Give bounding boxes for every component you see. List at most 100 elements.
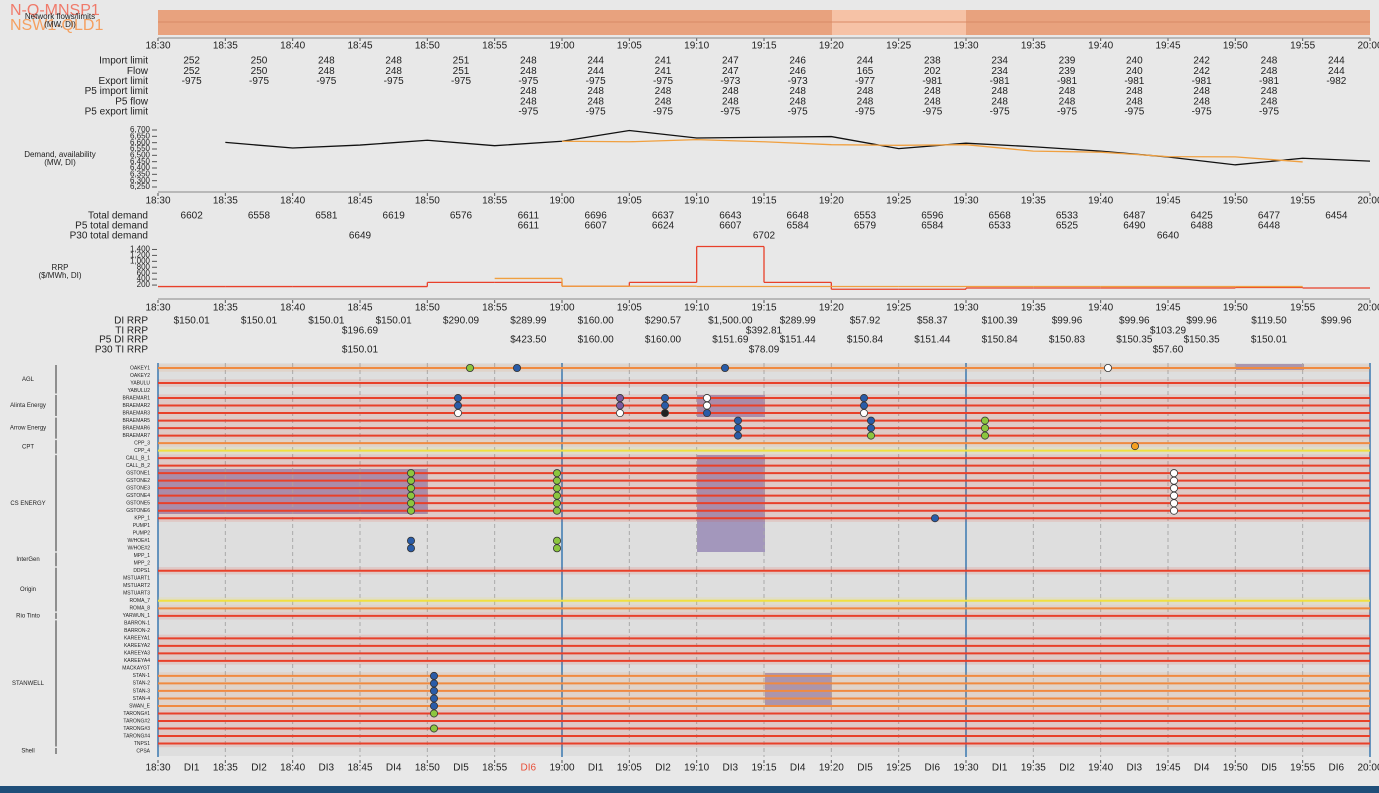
table-value: -975 (1259, 107, 1279, 118)
unit-label: CPP_3 (134, 440, 150, 446)
bid-block (765, 673, 832, 706)
rebid-marker (406, 506, 415, 515)
y-tick-label: 1,000 (130, 256, 151, 265)
table-value: -975 (922, 107, 942, 118)
table-value: 202 (924, 66, 941, 77)
group-label: Origin (20, 587, 36, 593)
time-tick-label: 19:25 (886, 196, 911, 207)
table-value: $150.01 (241, 316, 278, 327)
rebid-marker (465, 363, 474, 372)
table-value: 6581 (315, 211, 338, 222)
table-value: $150.35 (1116, 335, 1153, 346)
table-value: 248 (385, 56, 402, 67)
rebid-marker (703, 394, 712, 403)
time-tick-label: 18:55 (482, 41, 507, 52)
time-tick-label: 19:35 (1021, 196, 1046, 207)
unit-label: KAREEYA1 (124, 636, 150, 642)
interval-label: DI4 (790, 763, 806, 774)
table-value: 165 (857, 66, 874, 77)
row-label: Total demand (88, 211, 148, 222)
time-tick-label: 19:10 (684, 41, 709, 52)
rebid-marker (429, 694, 438, 703)
table-value: 242 (1193, 56, 1210, 67)
unit-label: CALL_B_2 (126, 463, 150, 469)
table-value: $160.00 (645, 335, 682, 346)
table-value: -975 (1192, 107, 1212, 118)
table-value: -973 (720, 76, 740, 87)
unit-label: CPP_4 (134, 448, 150, 454)
time-tick-label: 18:35 (213, 303, 238, 314)
time-tick-label: 18:30 (145, 41, 170, 52)
time-tick-label: 19:05 (617, 763, 642, 774)
row-label: P5 flow (115, 96, 149, 107)
row-label: Export limit (99, 76, 149, 87)
row-label: P5 import limit (85, 86, 149, 97)
unit-label: BRAEMAR7 (122, 433, 150, 439)
table-value: $151.44 (780, 335, 817, 346)
table-value: 6579 (854, 221, 877, 232)
table-value: 248 (318, 66, 335, 77)
group-label: AGL (22, 377, 35, 383)
row-label: Import limit (99, 56, 148, 67)
time-tick-label: 19:20 (819, 763, 844, 774)
table-value: 248 (1126, 86, 1143, 97)
table-value: 251 (453, 66, 470, 77)
rebid-marker (1170, 476, 1179, 485)
time-tick-label: 19:55 (1290, 303, 1315, 314)
table-value: 242 (1193, 66, 1210, 77)
table-value: 248 (1261, 56, 1278, 67)
table-value: 6619 (383, 211, 406, 222)
table-value: $160.00 (578, 335, 615, 346)
table-value: 248 (789, 96, 806, 107)
table-value: 248 (991, 96, 1008, 107)
table-value: 6488 (1191, 221, 1214, 232)
time-tick-label: 19:15 (751, 303, 776, 314)
time-tick-label: 19:15 (751, 196, 776, 207)
table-value: 248 (655, 96, 672, 107)
interval-label: DI5 (453, 763, 469, 774)
unit-label: KAREEYA2 (124, 643, 150, 649)
table-value: -975 (855, 107, 875, 118)
rebid-marker (867, 424, 876, 433)
rebid-marker (860, 401, 869, 410)
table-value: 240 (1126, 66, 1143, 77)
table-value: -975 (518, 107, 538, 118)
time-tick-label: 19:30 (953, 196, 978, 207)
rebid-marker (867, 416, 876, 425)
rebid-marker (734, 424, 743, 433)
table-value: 234 (991, 56, 1008, 67)
table-value: 6533 (989, 221, 1012, 232)
rebid-marker (860, 394, 869, 403)
table-value: 248 (385, 66, 402, 77)
time-tick-label: 18:35 (213, 763, 238, 774)
table-value: -975 (316, 76, 336, 87)
title: N-Q-MNSP1 (10, 2, 100, 19)
row-label: P5 export limit (85, 107, 149, 118)
table-value: -975 (653, 76, 673, 87)
table-value: -981 (1124, 76, 1144, 87)
time-tick-label: 19:45 (1155, 196, 1180, 207)
table-value: 6607 (585, 221, 608, 232)
table-value: -975 (1124, 107, 1144, 118)
interval-label: DI4 (386, 763, 402, 774)
time-tick-label: 19:00 (549, 41, 574, 52)
table-value: 248 (722, 86, 739, 97)
table-value: $392.81 (746, 326, 783, 337)
unit-label: STAN-3 (133, 688, 151, 694)
rebid-marker (734, 431, 743, 440)
time-tick-label: 18:35 (213, 196, 238, 207)
interval-label: DI1 (588, 763, 604, 774)
table-value: 6649 (349, 231, 372, 242)
table-value: -975 (518, 76, 538, 87)
y-tick-label: 6,600 (130, 138, 151, 147)
table-value: 252 (183, 56, 200, 67)
table-value: $150.35 (1184, 335, 1221, 346)
row-label: DI RRP (114, 316, 148, 327)
unit-label: GSTONE1 (126, 470, 150, 476)
table-value: -981 (1259, 76, 1279, 87)
interval-label: DI4 (1194, 763, 1210, 774)
table-value: $1,500.00 (708, 316, 753, 327)
unit-label: DDPS1 (133, 568, 150, 574)
table-value: 6607 (719, 221, 742, 232)
y-tick-label: 6,700 (130, 125, 151, 134)
